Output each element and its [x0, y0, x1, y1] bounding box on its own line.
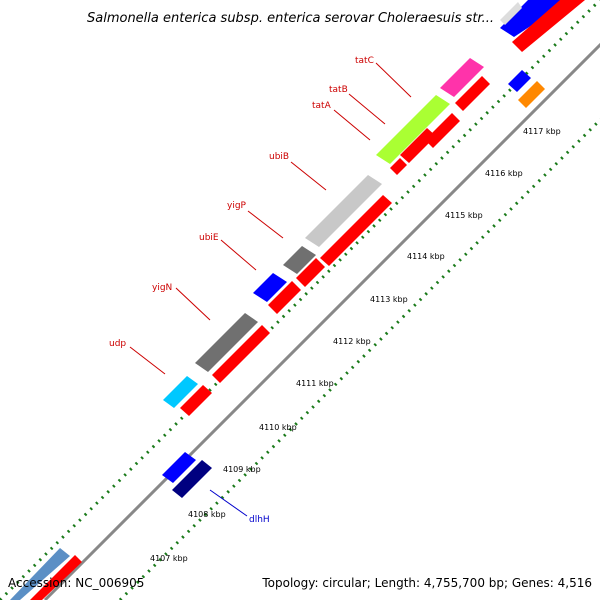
- gene-label-tatB: tatB: [329, 85, 348, 95]
- tick-label-4112: 4112 kbp: [333, 337, 371, 346]
- gene-steelblue: [10, 548, 70, 600]
- gene-blue-right: [508, 70, 531, 92]
- gene-red-top: [512, 0, 585, 52]
- gene-ubiB[interactable]: [305, 175, 382, 247]
- gene-label-tatA: tatA: [312, 101, 332, 111]
- gene-blue-dlhH: [162, 452, 196, 483]
- gene-red-tat: [425, 113, 460, 148]
- connector-dlhH: [209, 489, 248, 517]
- gene-label-ubiB: ubiB: [269, 152, 289, 162]
- gene-yigN[interactable]: [195, 313, 258, 372]
- tick-label-4110: 4110 kbp: [259, 423, 297, 432]
- map-title: Salmonella enterica subsp. enterica sero…: [87, 11, 494, 26]
- gene-red-bottom: [30, 555, 82, 600]
- gene-ubiE[interactable]: [253, 273, 287, 302]
- gene-white-top: [500, 2, 522, 25]
- tick-labels: 4107 kbp 4108 kbp 4109 kbp 4110 kbp 4111…: [150, 127, 561, 563]
- gene-magenta: [440, 58, 484, 97]
- gene-features: [10, 0, 585, 600]
- gene-label-ubiE: ubiE: [199, 233, 219, 243]
- gene-red-yigN: [212, 325, 270, 383]
- gene-red-ubiB: [320, 195, 392, 266]
- gene-label-tatC: tatC: [355, 56, 374, 66]
- gene-red-ubiE: [268, 281, 301, 314]
- tick-label-4116: 4116 kbp: [485, 169, 523, 178]
- gene-label-yigP: yigP: [227, 201, 247, 211]
- gene-label-udp: udp: [109, 339, 126, 349]
- gene-udp[interactable]: [163, 376, 198, 408]
- tick-label-4117: 4117 kbp: [523, 127, 561, 136]
- tick-label-4115: 4115 kbp: [445, 211, 483, 220]
- label-connectors: [129, 62, 412, 375]
- gene-yigP[interactable]: [283, 246, 316, 274]
- tick-label-4107: 4107 kbp: [150, 554, 188, 563]
- tick-label-4109: 4109 kbp: [223, 465, 261, 474]
- accession-text: Accession: NC_006905: [8, 576, 144, 590]
- tick-label-4114: 4114 kbp: [407, 252, 445, 261]
- tick-label-4108: 4108 kbp: [188, 510, 226, 519]
- gene-tatA[interactable]: [390, 158, 407, 175]
- gene-tatB[interactable]: [400, 128, 436, 163]
- gene-red-magenta: [455, 76, 490, 111]
- gene-red-yigP: [296, 258, 325, 287]
- backbone-line: [43, 42, 600, 600]
- gene-labels: udp yigN ubiE yigP ubiB tatA tatB tatC d…: [109, 56, 374, 525]
- inner-dotted-line: [118, 117, 600, 600]
- gene-red-udp: [180, 385, 212, 416]
- gene-label-yigN: yigN: [152, 283, 172, 293]
- gene-orange-right: [518, 81, 545, 108]
- gene-label-dlhH: dlhH: [249, 515, 270, 525]
- gene-tatC[interactable]: [376, 95, 450, 164]
- topology-summary: Topology: circular; Length: 4,755,700 bp…: [261, 576, 592, 590]
- tick-label-4113: 4113 kbp: [370, 295, 408, 304]
- tick-label-4111: 4111 kbp: [296, 379, 334, 388]
- gene-dlhH[interactable]: [172, 460, 212, 498]
